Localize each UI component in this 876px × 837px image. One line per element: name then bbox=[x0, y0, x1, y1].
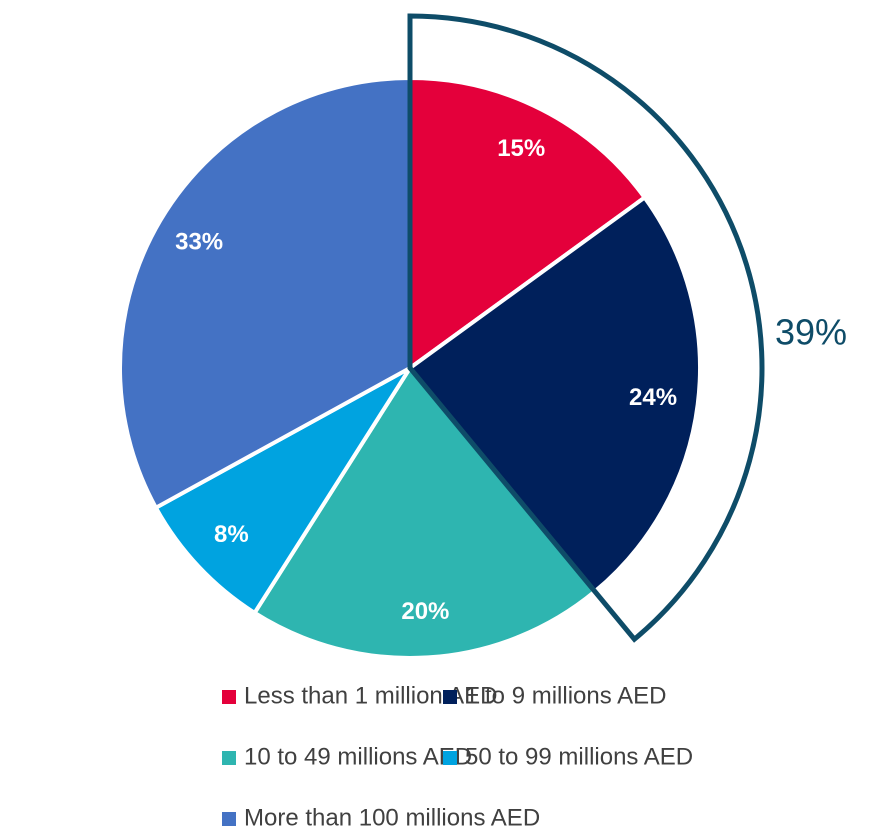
value-label: 20% bbox=[401, 598, 449, 625]
legend-label: More than 100 millions AED bbox=[244, 804, 540, 831]
legend-swatch bbox=[222, 751, 236, 765]
pie-slice bbox=[407, 194, 702, 595]
legend-label: 50 to 99 millions AED bbox=[465, 743, 693, 770]
value-label: 8% bbox=[214, 521, 249, 548]
pie-slice bbox=[408, 75, 648, 372]
legend-label: 10 to 49 millions AED bbox=[244, 743, 472, 770]
legend-swatch bbox=[222, 690, 236, 704]
pie-slice bbox=[251, 364, 598, 660]
legend-label: 1 to 9 millions AED bbox=[465, 682, 666, 709]
value-label: 24% bbox=[629, 384, 677, 411]
value-label: 33% bbox=[175, 229, 223, 256]
legend-label: Less than 1 million AED bbox=[244, 682, 497, 709]
legend-swatch bbox=[443, 751, 457, 765]
pie-slice bbox=[118, 75, 412, 511]
annotation-label: 39% bbox=[775, 312, 847, 353]
legend-swatch bbox=[222, 812, 236, 826]
pie-slice bbox=[153, 366, 412, 616]
highlight-outline bbox=[407, 13, 765, 643]
legend-swatch bbox=[443, 690, 457, 704]
value-label: 15% bbox=[497, 135, 545, 162]
